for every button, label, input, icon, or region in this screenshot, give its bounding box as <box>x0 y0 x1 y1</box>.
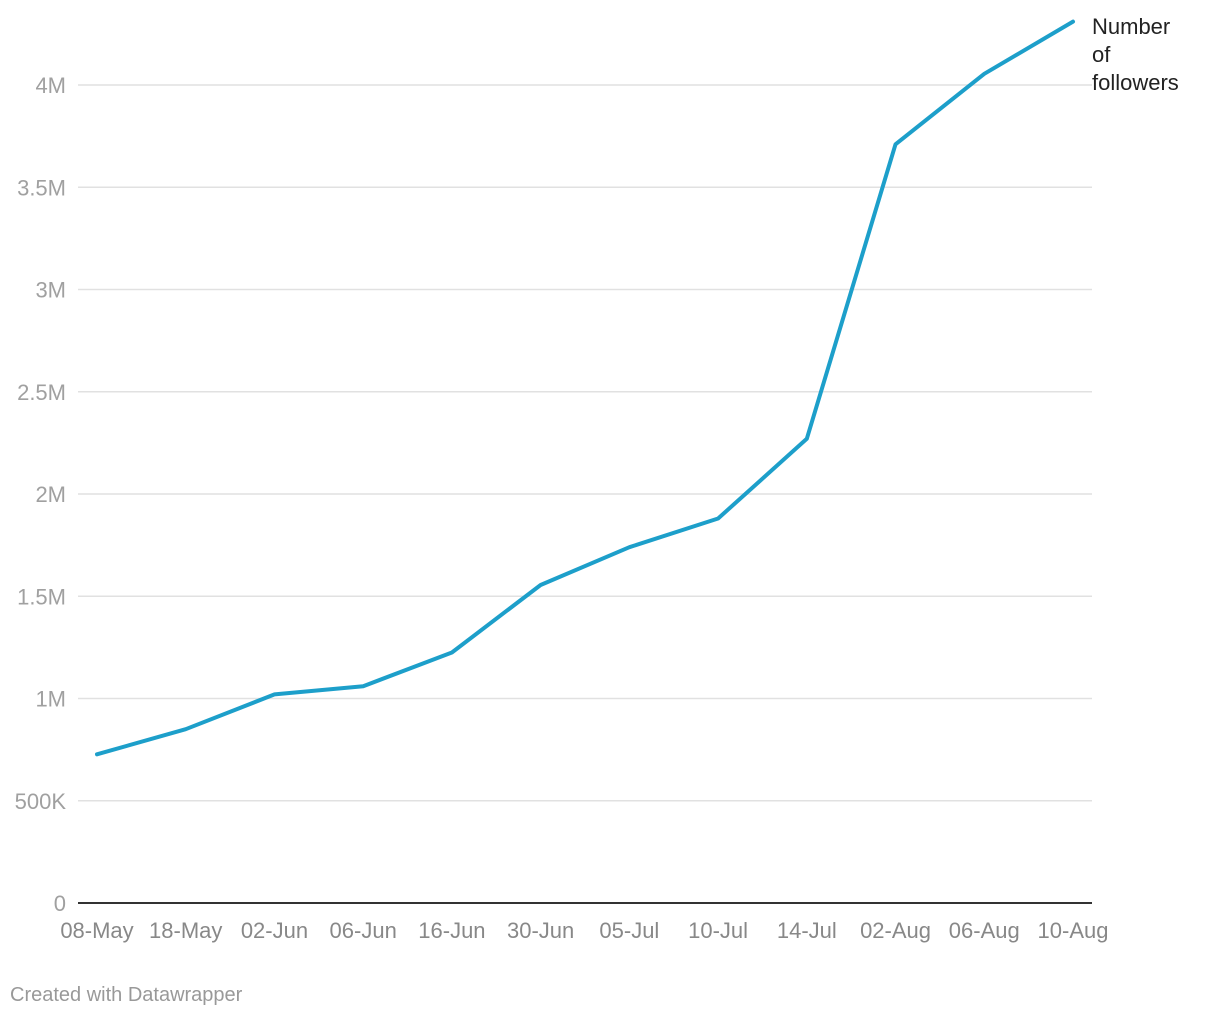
series-label-line: followers <box>1092 70 1179 95</box>
series-label-line: Number <box>1092 14 1170 39</box>
x-tick-label: 02-Aug <box>860 918 931 943</box>
series-line <box>95 19 1075 757</box>
y-tick-label: 1M <box>35 687 66 712</box>
y-tick-label: 0 <box>54 891 66 916</box>
x-tick-label: 16-Jun <box>418 918 485 943</box>
y-tick-label: 500K <box>15 789 67 814</box>
x-tick-label: 14-Jul <box>777 918 837 943</box>
y-tick-label: 1.5M <box>17 584 66 609</box>
x-tick-label: 10-Aug <box>1038 918 1109 943</box>
x-tick-label: 18-May <box>149 918 222 943</box>
x-tick-label: 05-Jul <box>599 918 659 943</box>
x-tick-label: 30-Jun <box>507 918 574 943</box>
x-tick-label: 10-Jul <box>688 918 748 943</box>
series-label-line: of <box>1092 42 1111 67</box>
x-tick-label: 02-Jun <box>241 918 308 943</box>
x-tick-label: 08-May <box>60 918 133 943</box>
y-tick-label: 2.5M <box>17 380 66 405</box>
datawrapper-credit[interactable]: Created with Datawrapper <box>10 984 243 1006</box>
y-tick-label: 2M <box>35 482 66 507</box>
series-layer: Number of followers <box>95 14 1179 757</box>
x-tick-label: 06-Aug <box>949 918 1020 943</box>
y-tick-label: 4M <box>35 73 66 98</box>
y-tick-label: 3.5M <box>17 175 66 200</box>
series-label: Number of followers <box>1092 14 1179 95</box>
y-tick-label: 3M <box>35 278 66 303</box>
grid-lines <box>78 84 1092 904</box>
x-tick-label: 06-Jun <box>330 918 397 943</box>
y-axis-tick-labels: 0 500K 1M 1.5M 2M 2.5M 3M 3.5M 4M <box>15 73 67 916</box>
x-axis-tick-labels: 08-May 18-May 02-Jun 06-Jun 16-Jun 30-Jun 05-J… <box>60 918 1108 943</box>
